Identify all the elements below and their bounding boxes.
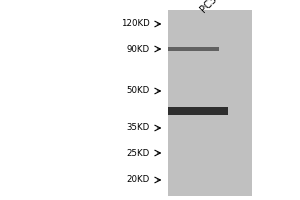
Text: 90KD: 90KD [127, 45, 150, 53]
Text: 20KD: 20KD [127, 176, 150, 184]
Text: 50KD: 50KD [127, 86, 150, 95]
Bar [168, 10, 252, 196]
Bar [168, 107, 228, 115]
Text: 25KD: 25KD [127, 148, 150, 158]
Text: PC3: PC3 [198, 0, 218, 14]
Text: 120KD: 120KD [121, 20, 150, 28]
Text: 35KD: 35KD [127, 123, 150, 132]
Bar [168, 47, 219, 51]
